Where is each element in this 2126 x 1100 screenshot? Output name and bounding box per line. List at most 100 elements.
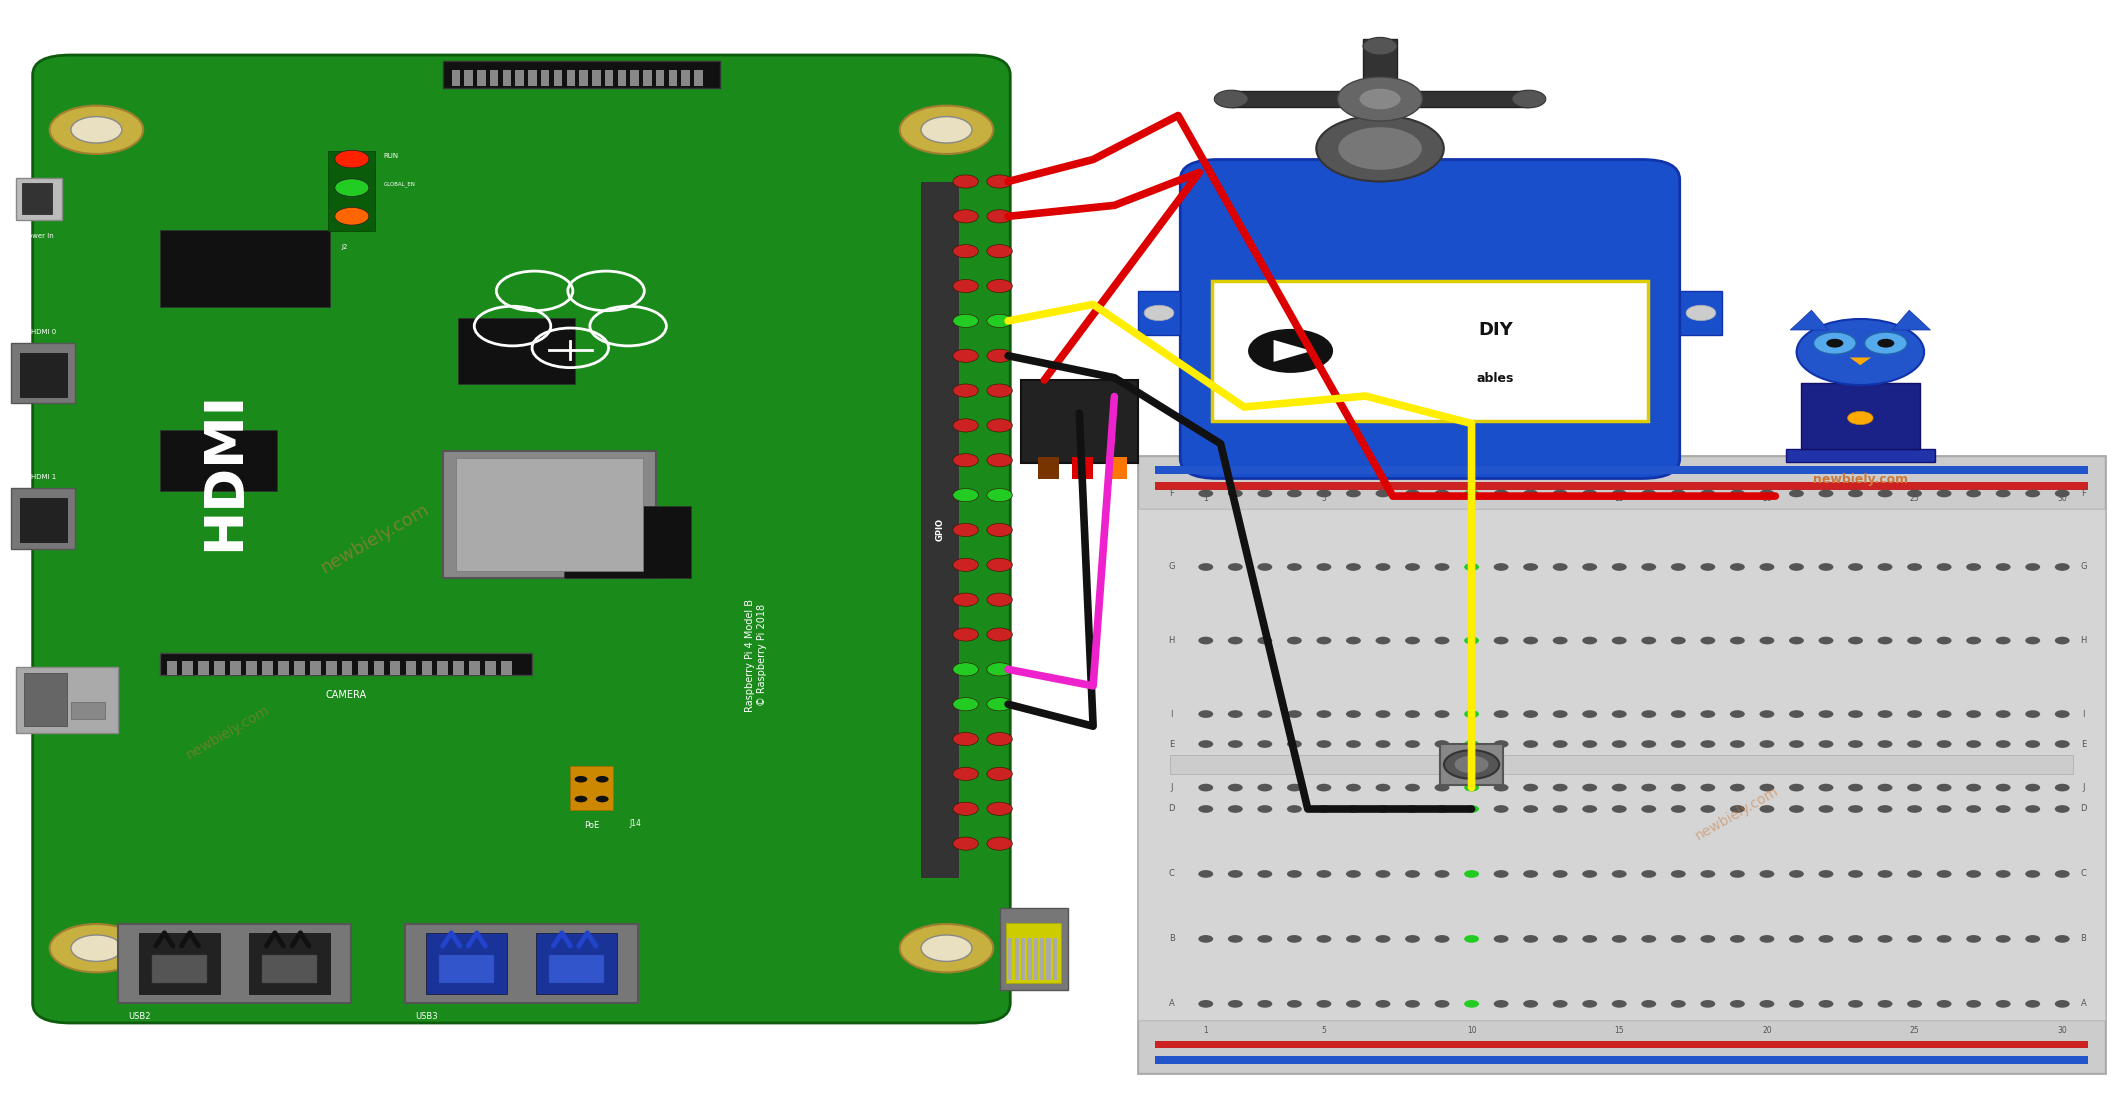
Circle shape bbox=[1465, 935, 1480, 943]
Bar bbox=[1154, 482, 2088, 490]
Bar bbox=[693, 70, 702, 86]
Circle shape bbox=[1199, 783, 1214, 792]
Bar bbox=[1169, 755, 2073, 774]
Circle shape bbox=[1465, 490, 1480, 497]
Circle shape bbox=[1907, 870, 1922, 878]
Bar bbox=[540, 70, 549, 86]
Circle shape bbox=[1286, 490, 1301, 497]
Bar bbox=[1137, 456, 2105, 509]
Text: 5: 5 bbox=[1322, 1026, 1327, 1035]
Circle shape bbox=[49, 924, 142, 972]
Circle shape bbox=[1731, 740, 1745, 748]
Circle shape bbox=[1376, 637, 1390, 645]
Circle shape bbox=[1818, 935, 1833, 943]
Circle shape bbox=[1444, 750, 1499, 779]
Circle shape bbox=[1465, 1000, 1480, 1008]
Bar bbox=[442, 451, 655, 578]
Circle shape bbox=[1701, 870, 1716, 878]
Circle shape bbox=[1405, 711, 1420, 718]
Circle shape bbox=[1346, 935, 1361, 943]
Circle shape bbox=[1316, 870, 1331, 878]
Circle shape bbox=[1286, 805, 1301, 813]
Circle shape bbox=[1731, 637, 1745, 645]
Circle shape bbox=[1286, 740, 1301, 748]
Circle shape bbox=[1376, 490, 1390, 497]
Circle shape bbox=[921, 117, 972, 143]
Circle shape bbox=[1788, 1000, 1803, 1008]
Text: 25: 25 bbox=[1909, 1026, 1920, 1035]
Circle shape bbox=[986, 349, 1012, 362]
Circle shape bbox=[1788, 870, 1803, 878]
Circle shape bbox=[1582, 637, 1597, 645]
Circle shape bbox=[1701, 711, 1716, 718]
Circle shape bbox=[1847, 935, 1862, 943]
Circle shape bbox=[1996, 783, 2011, 792]
Bar bbox=[293, 661, 304, 674]
Circle shape bbox=[1435, 637, 1450, 645]
Bar bbox=[279, 661, 289, 674]
Circle shape bbox=[2056, 783, 2071, 792]
Circle shape bbox=[1877, 637, 1892, 645]
Circle shape bbox=[1877, 711, 1892, 718]
Circle shape bbox=[1701, 783, 1716, 792]
Circle shape bbox=[1582, 870, 1597, 878]
Circle shape bbox=[1818, 711, 1833, 718]
Bar bbox=[642, 70, 651, 86]
Circle shape bbox=[1454, 756, 1488, 773]
Circle shape bbox=[1818, 637, 1833, 645]
Circle shape bbox=[1907, 1000, 1922, 1008]
Circle shape bbox=[1199, 711, 1214, 718]
Text: I: I bbox=[1171, 710, 1174, 718]
Circle shape bbox=[1937, 740, 1952, 748]
Circle shape bbox=[1346, 870, 1361, 878]
Bar bbox=[442, 60, 719, 88]
Circle shape bbox=[1937, 490, 1952, 497]
Text: Power In: Power In bbox=[23, 233, 53, 239]
Bar bbox=[463, 70, 472, 86]
Bar bbox=[563, 506, 691, 578]
Circle shape bbox=[1788, 783, 1803, 792]
Bar bbox=[138, 933, 219, 994]
Circle shape bbox=[1582, 805, 1597, 813]
Circle shape bbox=[1256, 783, 1271, 792]
Circle shape bbox=[2026, 783, 2041, 792]
Text: G: G bbox=[2079, 562, 2088, 572]
Circle shape bbox=[1788, 711, 1803, 718]
Circle shape bbox=[1967, 563, 1981, 571]
Bar bbox=[591, 70, 600, 86]
Bar bbox=[1008, 938, 1012, 980]
Circle shape bbox=[1376, 711, 1390, 718]
Circle shape bbox=[1363, 143, 1397, 161]
Circle shape bbox=[986, 419, 1012, 432]
Text: 15: 15 bbox=[1614, 1026, 1624, 1035]
Circle shape bbox=[986, 697, 1012, 711]
Text: ables: ables bbox=[1478, 373, 1514, 385]
Circle shape bbox=[1286, 637, 1301, 645]
Circle shape bbox=[1731, 935, 1745, 943]
Circle shape bbox=[1641, 563, 1656, 571]
FancyBboxPatch shape bbox=[32, 55, 1010, 1023]
Circle shape bbox=[1671, 1000, 1686, 1008]
Circle shape bbox=[2026, 711, 2041, 718]
Circle shape bbox=[1346, 805, 1361, 813]
Text: Ethernet: Ethernet bbox=[1018, 1001, 1048, 1006]
Bar bbox=[1680, 292, 1722, 334]
Circle shape bbox=[1346, 563, 1361, 571]
Circle shape bbox=[336, 151, 368, 168]
Circle shape bbox=[1818, 1000, 1833, 1008]
Circle shape bbox=[952, 768, 978, 781]
Bar bbox=[921, 182, 959, 879]
Circle shape bbox=[1229, 563, 1244, 571]
Circle shape bbox=[1359, 88, 1401, 110]
Circle shape bbox=[1512, 90, 1546, 108]
Circle shape bbox=[1877, 783, 1892, 792]
Circle shape bbox=[1731, 490, 1745, 497]
Circle shape bbox=[1316, 783, 1331, 792]
Circle shape bbox=[1788, 805, 1803, 813]
Bar bbox=[1801, 383, 1920, 449]
Bar bbox=[1027, 938, 1031, 980]
Circle shape bbox=[1522, 1000, 1537, 1008]
Bar bbox=[374, 661, 385, 674]
Circle shape bbox=[1847, 411, 1873, 425]
Circle shape bbox=[1376, 1000, 1390, 1008]
